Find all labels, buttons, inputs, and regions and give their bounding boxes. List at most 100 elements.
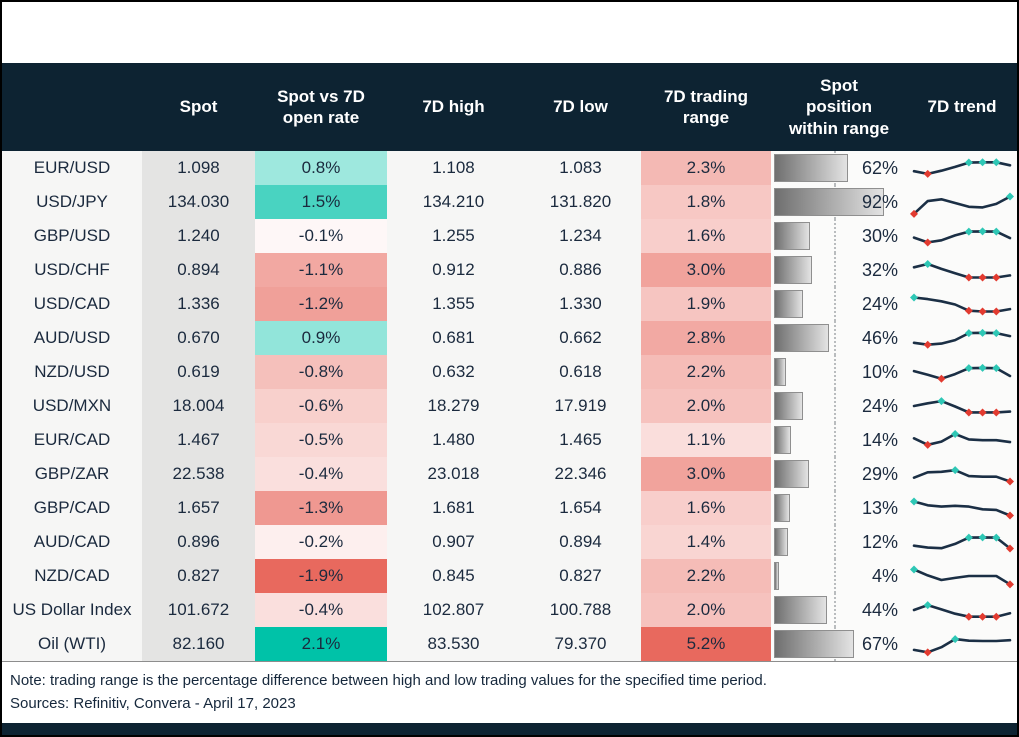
- position-cell: 67%: [771, 627, 907, 661]
- spark-marker: [1006, 544, 1014, 553]
- position-value: 14%: [861, 429, 898, 450]
- low-value: 1.234: [520, 219, 641, 253]
- high-value: 0.845: [387, 559, 520, 593]
- spot-value: 134.030: [142, 185, 255, 219]
- position-midline: [834, 287, 836, 321]
- spark-marker: [992, 408, 1001, 417]
- spark-line: [912, 500, 1012, 517]
- spot-value: 1.467: [142, 423, 255, 457]
- high-value: 1.480: [387, 423, 520, 457]
- range-value: 1.6%: [686, 498, 726, 517]
- change-value: 1.5%: [301, 192, 341, 211]
- spark-marker: [992, 612, 1001, 621]
- range-cell: 2.8%: [641, 321, 771, 355]
- range-value: 5.2%: [686, 634, 726, 653]
- range-cell: 1.6%: [641, 219, 771, 253]
- spark-marker: [937, 374, 946, 383]
- change-value: 0.8%: [301, 158, 341, 177]
- change-cell: -0.4%: [255, 593, 387, 627]
- spot-value: 1.098: [142, 151, 255, 185]
- header-spot-vs-7d-open: Spot vs 7D open rate: [277, 86, 365, 127]
- range-value: 1.9%: [686, 294, 726, 313]
- spark-marker: [992, 273, 1001, 282]
- position-cell: 4%: [771, 559, 907, 593]
- low-value: 131.820: [520, 185, 641, 219]
- sparkline-svg: [912, 328, 1012, 349]
- sources-text: Sources: Refinitiv, Convera - April 17, …: [10, 695, 296, 713]
- position-value: 32%: [861, 259, 898, 280]
- position-bar: [774, 630, 855, 658]
- position-value: 10%: [861, 361, 898, 382]
- range-cell: 3.0%: [641, 457, 771, 491]
- header-7d-high: 7D high: [422, 97, 485, 117]
- trend-sparkline: [907, 627, 1017, 661]
- row-label: USD/MXN: [2, 389, 142, 423]
- sparkline-svg: [910, 192, 1014, 218]
- table-row: NZD/USD 0.619 -0.8% 0.632 0.618 2.2% 10%: [2, 355, 1017, 389]
- high-value: 1.355: [387, 287, 520, 321]
- sparkline-svg: [912, 260, 1012, 282]
- position-midline: [834, 457, 836, 491]
- row-label: NZD/USD: [2, 355, 142, 389]
- high-value: 23.018: [387, 457, 520, 491]
- spark-marker: [923, 601, 932, 610]
- change-value: 2.1%: [301, 634, 341, 653]
- range-value: 1.4%: [686, 532, 726, 551]
- change-value: -1.9%: [298, 566, 344, 585]
- sparkline-svg: [912, 533, 1014, 553]
- spark-marker: [1006, 477, 1014, 486]
- spot-value: 18.004: [142, 389, 255, 423]
- low-value: 79.370: [520, 627, 641, 661]
- low-value: 1.465: [520, 423, 641, 457]
- spark-marker: [923, 238, 932, 247]
- range-cell: 3.0%: [641, 253, 771, 287]
- change-cell: -0.1%: [255, 219, 387, 253]
- header-7d-trading-range: 7D trading range: [663, 86, 749, 127]
- sparkline-svg: [910, 565, 1014, 589]
- high-value: 83.530: [387, 627, 520, 661]
- sparkline-svg: [912, 363, 1012, 383]
- trend-sparkline: [907, 559, 1017, 593]
- high-value: 0.912: [387, 253, 520, 287]
- spark-marker: [1006, 192, 1014, 201]
- header-spot-position: Spot position within range: [788, 76, 890, 138]
- row-label: Oil (WTI): [2, 627, 142, 661]
- spark-marker: [978, 227, 987, 236]
- high-value: 0.632: [387, 355, 520, 389]
- spark-marker: [964, 408, 973, 417]
- range-cell: 2.0%: [641, 593, 771, 627]
- position-bar: [774, 154, 849, 182]
- position-bar: [774, 188, 885, 216]
- change-value: -0.6%: [298, 396, 344, 415]
- footnote-area: Note: trading range is the percentage di…: [2, 661, 1017, 723]
- trend-sparkline: [907, 321, 1017, 355]
- range-cell: 1.4%: [641, 525, 771, 559]
- position-bar: [774, 222, 810, 250]
- change-cell: 0.8%: [255, 151, 387, 185]
- position-midline: [834, 389, 836, 423]
- spark-line: [912, 195, 1012, 216]
- header-7d-low: 7D low: [553, 97, 608, 117]
- spark-marker: [978, 612, 987, 621]
- spark-marker: [923, 648, 932, 657]
- low-value: 1.654: [520, 491, 641, 525]
- range-cell: 2.0%: [641, 389, 771, 423]
- spark-marker: [923, 340, 932, 349]
- spot-value: 1.240: [142, 219, 255, 253]
- note-text: Note: trading range is the percentage di…: [10, 672, 767, 689]
- position-midline: [834, 491, 836, 525]
- change-cell: 1.5%: [255, 185, 387, 219]
- trend-sparkline: [907, 423, 1017, 457]
- trend-sparkline: [907, 185, 1017, 219]
- sparkline-svg: [912, 158, 1012, 178]
- change-cell: -1.9%: [255, 559, 387, 593]
- trend-sparkline: [907, 287, 1017, 321]
- low-value: 100.788: [520, 593, 641, 627]
- trend-sparkline: [907, 151, 1017, 185]
- table-row: AUD/CAD 0.896 -0.2% 0.907 0.894 1.4% 12%: [2, 525, 1017, 559]
- spark-marker: [992, 364, 1001, 373]
- range-cell: 5.2%: [641, 627, 771, 661]
- range-value: 2.2%: [686, 566, 726, 585]
- row-label: USD/CAD: [2, 287, 142, 321]
